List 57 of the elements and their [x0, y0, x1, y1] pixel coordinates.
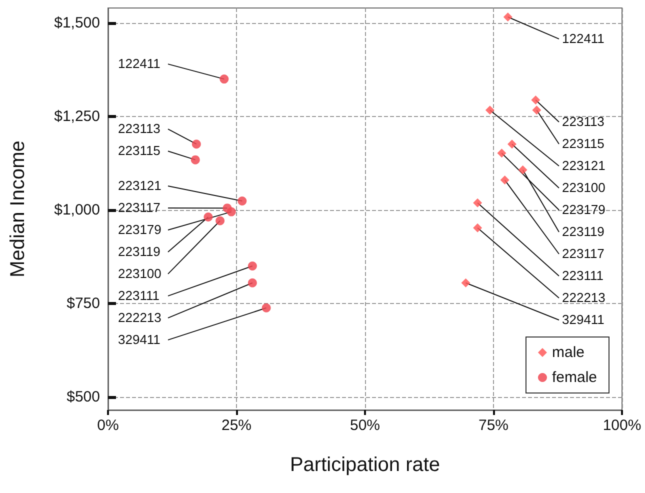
annotation: 223117 [118, 200, 160, 215]
annotation: 223115 [118, 143, 160, 158]
y-tick-label: $750 [66, 294, 100, 312]
x-axis-title: Participation rate [290, 454, 440, 476]
point [204, 212, 213, 222]
point [508, 140, 517, 149]
annotation: 222213 [118, 310, 162, 325]
point [473, 198, 482, 208]
point [216, 216, 225, 226]
point [248, 278, 257, 288]
annotation: 222213 [562, 290, 606, 305]
annotation: 223121 [562, 158, 606, 173]
annotation: 223119 [118, 244, 160, 259]
annotation: 223111 [118, 288, 160, 303]
annotation: 223121 [118, 178, 162, 193]
annotation: 223179 [118, 222, 162, 237]
point [220, 74, 229, 84]
point [485, 106, 494, 115]
annotation: 122411 [562, 30, 604, 46]
annotation: 329411 [118, 332, 160, 347]
point [238, 196, 247, 206]
x-tick-label: 100% [602, 417, 642, 434]
point [503, 12, 512, 22]
annotation: 223179 [562, 202, 606, 217]
point [473, 223, 482, 232]
point [497, 148, 506, 158]
point [248, 262, 257, 271]
annotation: 223113 [118, 121, 160, 136]
legend-label: female [552, 369, 598, 386]
point [262, 303, 271, 312]
x-tick-label: 75% [478, 417, 509, 434]
point [532, 106, 542, 115]
x-tick-label: 0% [97, 417, 119, 434]
annotation: 223117 [562, 246, 604, 261]
point [518, 165, 528, 174]
x-tick-label: 50% [350, 417, 380, 434]
annotation: 223100 [562, 180, 606, 195]
point [500, 176, 510, 185]
annotation: 223111 [562, 268, 604, 283]
annotation: 223113 [562, 114, 604, 129]
y-tick-label: $1,250 [54, 108, 100, 125]
y-axis-title: Median Income [7, 140, 29, 278]
point [192, 140, 201, 149]
y-tick-label: $1,000 [54, 201, 100, 218]
annotation: 122411 [118, 56, 160, 72]
y-tick-label: $1,500 [54, 14, 100, 32]
annotation: 223100 [118, 266, 162, 281]
legend-label: male [552, 344, 584, 361]
annotation: 329411 [562, 312, 604, 327]
annotation: 223115 [562, 136, 604, 151]
annotation: 223119 [562, 224, 604, 239]
point [531, 95, 540, 104]
point [461, 278, 470, 288]
y-tick-label: $500 [66, 388, 100, 406]
point [190, 155, 200, 164]
x-tick-label: 25% [221, 417, 252, 434]
point [226, 207, 236, 216]
